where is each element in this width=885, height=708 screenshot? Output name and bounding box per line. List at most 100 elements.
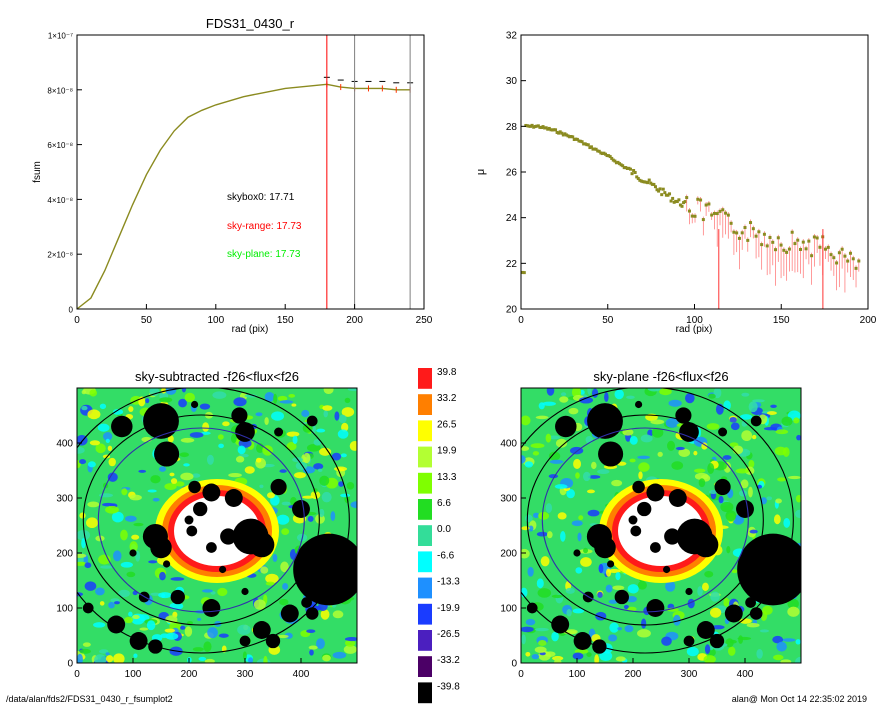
map-left-noise-blob: [107, 445, 113, 452]
map-right-noise-blob: [583, 547, 589, 554]
map-left-noise-blob: [147, 489, 157, 493]
map-right-noise-blob: [636, 629, 651, 638]
map-left-masked-object: [239, 635, 251, 647]
map-left-noise-blob: [265, 573, 279, 584]
map-left-noise-blob: [95, 587, 105, 596]
map-right-noise-blob: [780, 659, 792, 663]
map-right-noise-blob: [657, 451, 663, 457]
map-right-noise-blob: [599, 651, 613, 662]
mu-point: [554, 128, 558, 132]
map-right-noise-blob: [572, 608, 585, 614]
mu-point: [561, 133, 565, 137]
map-right-noise-blob: [554, 657, 562, 663]
map-left-noise-blob: [281, 528, 290, 536]
mu-point: [737, 236, 741, 240]
mu-point: [664, 193, 668, 197]
map-right-noise-blob: [709, 489, 718, 495]
map-right-noise-blob: [614, 389, 624, 400]
map-right-noise-blob: [665, 418, 679, 428]
map-left-noise-blob: [167, 435, 174, 443]
map-right-noise-blob: [545, 433, 552, 443]
map-right-noise-blob: [554, 484, 568, 489]
mu-point: [589, 145, 593, 149]
mu-point: [560, 131, 564, 135]
map-right-noise-blob: [538, 511, 550, 520]
map-left-noise-blob: [318, 508, 325, 518]
map-left-noise-blob: [248, 657, 254, 663]
map-right-ytick-label: 0: [511, 659, 517, 670]
map-left-noise-blob: [180, 437, 195, 443]
map-right-noise-blob: [729, 416, 737, 423]
map-right-noise-blob: [565, 587, 575, 594]
fsum-ytick-label: 1×10⁻⁷: [48, 32, 73, 41]
mu-point: [678, 203, 682, 207]
mu-point: [552, 128, 556, 132]
mu-point: [674, 199, 678, 203]
map-left-noise-blob: [330, 511, 336, 521]
colorbar-swatch: [418, 368, 432, 389]
map-left-noise-blob: [282, 582, 289, 590]
mu-point: [633, 170, 637, 174]
mu-point: [782, 248, 786, 252]
fsum-xtick-label: 50: [141, 315, 153, 326]
mu-point: [594, 147, 598, 151]
map-right-noise-blob: [647, 388, 661, 392]
map-right-noise-blob: [667, 440, 676, 451]
mu-point: [829, 253, 833, 257]
mu-point: [787, 247, 791, 251]
map-right-noise-blob: [524, 461, 534, 468]
map-left-noise-blob: [108, 601, 115, 609]
map-right-noise-blob: [727, 646, 736, 656]
map-left-noise-blob: [105, 438, 110, 444]
map-right-noise-blob: [626, 596, 637, 603]
mu-point: [729, 221, 733, 225]
map-right-noise-blob: [702, 582, 709, 592]
map-left-noise-blob: [120, 529, 128, 541]
map-left-noise-blob: [133, 522, 144, 527]
map-left-noise-blob: [77, 553, 87, 558]
mu-ytick-label: 20: [506, 305, 518, 316]
mu-point: [539, 126, 543, 130]
map-right-noise-blob: [704, 570, 714, 578]
map-left-noise-blob: [120, 561, 133, 568]
mu-point: [603, 152, 607, 156]
map-right-masked-object: [573, 549, 581, 557]
mu-xtick-label: 0: [518, 315, 524, 326]
map-left-noise-blob: [344, 639, 356, 647]
map-left-noise-blob: [317, 468, 323, 472]
map-left-noise-blob: [334, 466, 348, 472]
mu-point: [591, 147, 595, 151]
mu-point: [779, 243, 783, 247]
map-left-noise-blob: [86, 517, 99, 529]
mu-point: [660, 193, 664, 197]
map-right-noise-blob: [773, 654, 784, 661]
map-left-noise-blob: [337, 429, 349, 439]
map-left-noise-blob: [202, 422, 210, 432]
map-left-noise-blob: [108, 457, 116, 467]
map-left-noise-blob: [180, 472, 194, 481]
map-right-noise-blob: [704, 644, 711, 655]
map-right-noise-blob: [608, 599, 618, 604]
map-right-masked-object: [683, 635, 695, 647]
mu-point: [760, 243, 764, 247]
map-left-noise-blob: [291, 403, 297, 407]
map-left-content: [77, 388, 357, 663]
map-right-noise-blob: [571, 520, 583, 527]
map-left-noise-blob: [79, 512, 86, 519]
map-right-noise-blob: [521, 634, 526, 645]
mu-point: [643, 180, 647, 184]
colorbar-swatch: [418, 551, 432, 573]
map-right-masked-object: [714, 478, 731, 496]
map-left-noise-blob: [87, 501, 100, 508]
map-right-noise-blob: [591, 388, 599, 398]
map-right-noise-blob: [615, 656, 626, 662]
mu-point: [521, 270, 525, 274]
map-right-masked-object: [693, 532, 719, 558]
map-left-noise-blob: [334, 411, 340, 421]
map-right-noise-blob: [551, 594, 564, 599]
map-left-noise-blob: [279, 400, 294, 404]
map-right-noise-blob: [611, 479, 623, 487]
map-right-noise-blob: [598, 563, 604, 574]
mu-point: [600, 152, 604, 156]
map-right-aperture-ellipse: [521, 388, 794, 654]
